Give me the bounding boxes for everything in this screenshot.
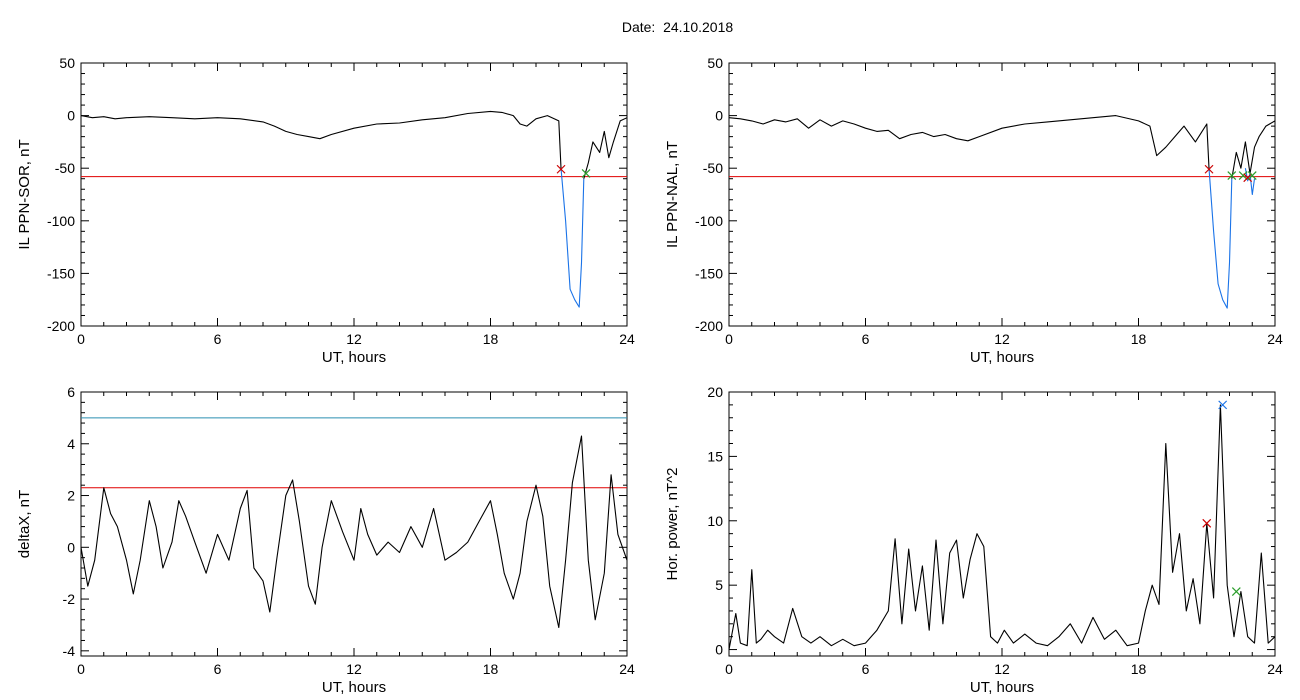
y-tick-label: -200 (695, 318, 723, 334)
event-marker (1243, 173, 1253, 183)
x-tick-label: 24 (1267, 331, 1283, 347)
y-tick-label: 4 (67, 436, 75, 452)
x-axis-title: UT, hours (322, 679, 386, 696)
x-tick-label: 24 (1267, 661, 1283, 677)
event-marker (556, 164, 566, 174)
y-axis-title: IL PPN-NAL, nT (664, 141, 681, 248)
marker-stroke (581, 169, 591, 178)
plot-frame (728, 391, 1276, 657)
plot-frame (80, 62, 628, 327)
event-marker (1231, 587, 1241, 597)
series-line (1208, 168, 1233, 309)
y-tick-label: 10 (707, 513, 723, 529)
series-group (729, 404, 1275, 650)
event-marker (1218, 400, 1228, 410)
event-marker (1204, 164, 1214, 174)
event-marker (1247, 171, 1257, 180)
plot-frame (80, 391, 628, 657)
series-line (560, 168, 585, 308)
series-group (81, 435, 627, 629)
y-tick-label: 0 (715, 642, 723, 658)
marker-stroke (1202, 518, 1212, 528)
marker-stroke (1218, 400, 1228, 410)
event-marker (1227, 171, 1237, 180)
x-tick-label: 18 (483, 331, 499, 347)
x-tick-label: 6 (214, 331, 222, 347)
marker-stroke (1243, 173, 1253, 183)
panel-top-right: 0 6 12 18 24 -200 -150 -100 -50 0 50 UT, hours IL PP… (664, 55, 1283, 366)
x-tick-label: 18 (1131, 661, 1147, 677)
y-tick-label: -200 (47, 318, 75, 334)
x-tick-label: 12 (346, 661, 362, 677)
y-tick-label: -150 (47, 265, 75, 281)
x-tick-label: 6 (862, 661, 870, 677)
y-tick-label: -150 (695, 265, 723, 281)
x-tick-label: 6 (214, 661, 222, 677)
marker-stroke (1227, 171, 1237, 180)
x-axis-title: UT, hours (970, 349, 1034, 366)
x-tick-label: 18 (483, 661, 499, 677)
x-axis-title: UT, hours (322, 349, 386, 366)
panel-bottom-right: 0 6 12 18 24 0 5 10 15 20 UT, hours Hor. power, nT^… (664, 384, 1283, 696)
y-tick-label: 50 (707, 55, 723, 71)
x-tick-label: 6 (862, 331, 870, 347)
x-tick-label: 24 (619, 661, 635, 677)
y-tick-label: 0 (715, 108, 723, 124)
marker-stroke (556, 164, 566, 174)
x-axis-title: UT, hours (970, 679, 1034, 696)
y-tick-label: 5 (715, 577, 723, 593)
y-tick-label: -2 (63, 591, 76, 607)
series-line (81, 435, 627, 629)
series-line (1231, 120, 1275, 179)
y-tick-label: 2 (67, 488, 75, 504)
series-line (583, 117, 627, 179)
event-marker (1238, 171, 1248, 180)
series-line (81, 110, 562, 169)
y-tick-label: 15 (707, 448, 723, 464)
x-tick-label: 0 (77, 661, 85, 677)
y-tick-label: -100 (695, 213, 723, 229)
series-group (81, 110, 627, 308)
series-line (729, 115, 1210, 169)
panel-top-left: 0 6 12 18 24 -200 -150 -100 -50 0 50 UT, hours IL PP… (16, 55, 635, 366)
x-tick-label: 0 (725, 661, 733, 677)
x-tick-label: 12 (346, 331, 362, 347)
x-tick-label: 18 (1131, 331, 1147, 347)
series-line (729, 404, 1275, 650)
y-tick-label: -50 (703, 160, 723, 176)
x-tick-label: 24 (619, 331, 635, 347)
event-marker (1202, 518, 1212, 528)
y-tick-label: -50 (55, 160, 75, 176)
series-group (729, 115, 1275, 309)
y-axis-title: IL PPN-SOR, nT (16, 139, 33, 249)
y-tick-label: 6 (67, 384, 75, 400)
marker-stroke (1247, 171, 1257, 180)
marker-stroke (1238, 171, 1248, 180)
plot-frame (728, 62, 1276, 327)
y-axis-title: Hor. power, nT^2 (664, 468, 681, 581)
x-tick-label: 0 (725, 331, 733, 347)
marker-stroke (1231, 587, 1241, 597)
y-tick-label: 20 (707, 384, 723, 400)
event-marker (581, 169, 591, 178)
y-tick-label: 0 (67, 539, 75, 555)
y-tick-label: -4 (63, 643, 76, 659)
y-tick-label: 0 (67, 108, 75, 124)
marker-stroke (1204, 164, 1214, 174)
y-axis-title: deltaX, nT (16, 490, 33, 558)
x-tick-label: 12 (994, 661, 1010, 677)
x-tick-label: 0 (77, 331, 85, 347)
y-tick-label: -100 (47, 213, 75, 229)
y-tick-label: 50 (59, 55, 75, 71)
x-tick-label: 12 (994, 331, 1010, 347)
figure-title: Date: 24.10.2018 (621, 19, 734, 35)
